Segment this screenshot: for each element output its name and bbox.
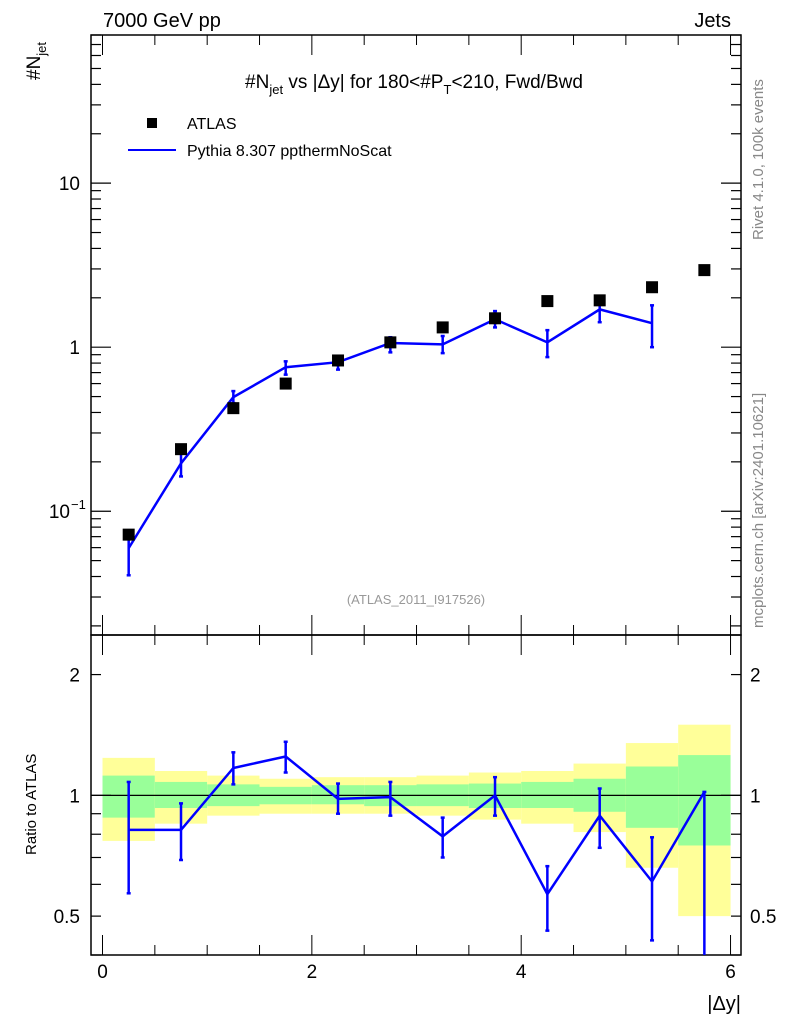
legend-atlas-label: ATLAS	[187, 116, 237, 133]
atlas-point	[122, 528, 135, 541]
mcplots-label: mcplots.cern.ch [arXiv:2401.10621]	[750, 393, 767, 628]
ratio-y-tick-label-right: 0.5	[750, 907, 776, 928]
legend-atlas-marker	[147, 118, 157, 128]
atlas-point	[175, 443, 188, 456]
header-right: Jets	[694, 10, 731, 32]
ratio-y-tick-label: 2	[69, 666, 80, 687]
rivet-label: Rivet 4.1.0, 100k events	[750, 79, 767, 240]
y-tick-label-exponent: −1	[71, 497, 86, 512]
legend-pythia-label: Pythia 8.307 ppthermNoScat	[187, 143, 392, 160]
atlas-point	[541, 295, 554, 308]
atlas-point	[227, 402, 240, 415]
y-tick-label: 10	[49, 502, 70, 523]
ratio-y-tick-label: 1	[69, 786, 80, 807]
y-tick-label: 1	[69, 338, 80, 359]
ratio-line	[128, 755, 706, 897]
x-tick-label: 2	[307, 962, 318, 983]
x-tick-label: 4	[516, 962, 527, 983]
x-tick-label: 6	[725, 962, 736, 983]
x-tick-label: 0	[97, 962, 108, 983]
x-axis-label: |Δy|	[707, 993, 741, 1015]
atlas-point	[279, 377, 292, 390]
atlas-point	[332, 354, 345, 367]
y-tick-label: 10	[59, 174, 80, 195]
ratio-axis-label: Ratio to ATLAS	[23, 754, 40, 855]
header-left: 7000 GeV pp	[103, 10, 221, 32]
chart-title: #Njet vs |Δy| for 180<#PT<210, Fwd/Bwd	[245, 72, 583, 97]
atlas-point	[436, 321, 449, 334]
atlas-point	[698, 264, 711, 277]
atlas-point	[646, 281, 659, 294]
ratio-y-tick-label-right: 1	[750, 786, 761, 807]
ratio-y-tick-label: 0.5	[54, 907, 80, 928]
atlas-point	[593, 294, 606, 307]
atlas-point	[384, 336, 397, 349]
ratio-y-tick-label-right: 2	[750, 666, 761, 687]
band-inner	[625, 766, 679, 828]
y-axis-label: #Njet	[24, 42, 49, 80]
analysis-watermark: (ATLAS_2011_I917526)	[347, 592, 485, 607]
atlas-point	[489, 312, 502, 325]
